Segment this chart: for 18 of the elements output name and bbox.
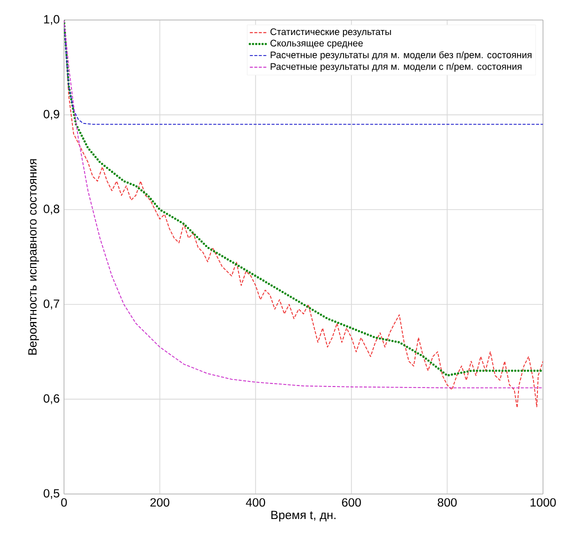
x-tick-label: 0: [61, 498, 67, 507]
x-tick-label: 200: [150, 498, 170, 507]
legend-label: Статистические результаты: [270, 28, 391, 37]
x-axis-title: Время t, дн.: [271, 510, 336, 522]
x-tick-label: 1000: [530, 498, 556, 507]
y-tick-label: 1,0: [44, 15, 60, 25]
x-tick-label: 800: [438, 498, 457, 507]
y-tick-label: 0,6: [44, 394, 60, 404]
legend-label: Расчетные результаты для м. модели с п/рем. состояния: [270, 62, 522, 72]
x-tick-label: 400: [246, 498, 266, 507]
y-tick-label: 0,9: [44, 110, 60, 120]
y-axis-title: Вероятность исправного состояния: [28, 159, 40, 355]
y-tick-label: 0,8: [44, 204, 60, 215]
y-tick-label: 0,5: [44, 489, 60, 499]
legend-label: Скользящее среднее: [270, 40, 363, 48]
x-tick-label: 600: [342, 498, 361, 507]
y-tick-label: 0,7: [44, 299, 60, 310]
legend-label: Расчетные результаты для м. модели без п/рем. состояния: [270, 51, 532, 60]
